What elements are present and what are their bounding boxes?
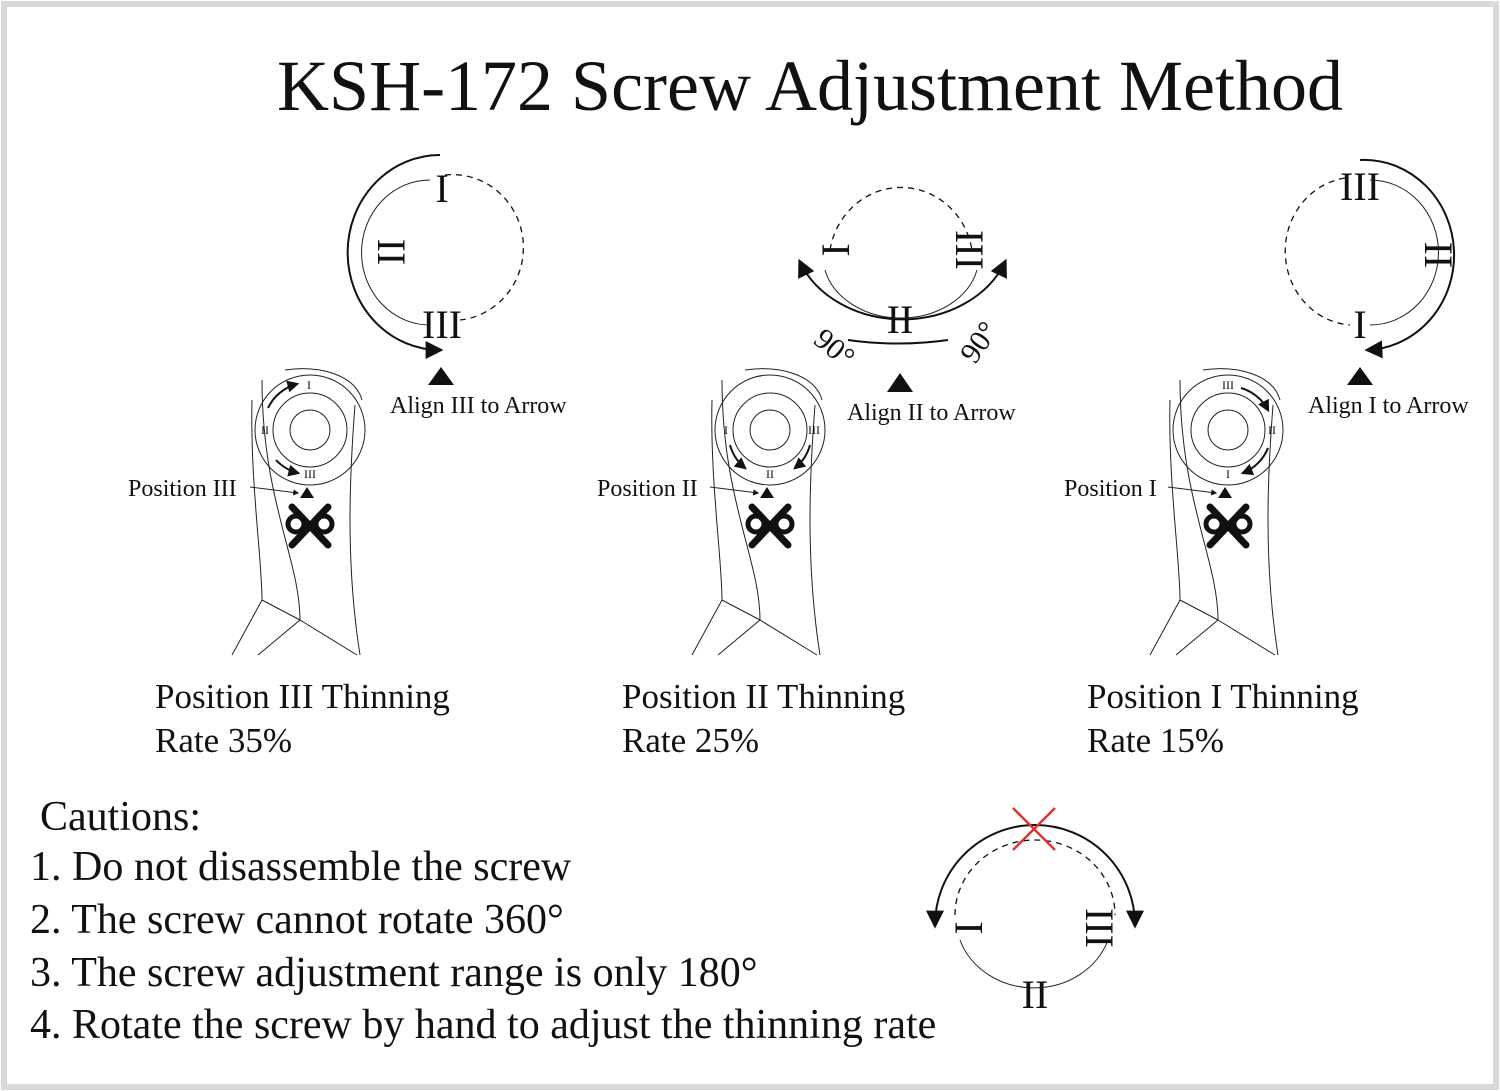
- position-label: Position III: [128, 476, 237, 502]
- caution-item: 1. Do not disassemble the screw: [30, 844, 572, 890]
- svg-text:I: I: [724, 423, 728, 437]
- svg-text:II: II: [1416, 242, 1461, 269]
- caution-item: 3. The screw adjustment range is only 18…: [30, 950, 758, 996]
- caution-item: 4. Rotate the screw by hand to adjust th…: [30, 1002, 936, 1048]
- svg-text:III: III: [304, 467, 316, 481]
- svg-text:I: I: [1226, 467, 1230, 481]
- svg-text:II: II: [261, 423, 269, 437]
- svg-text:II: II: [369, 239, 414, 266]
- panel-position-i: III II I Align I to Arrow III II I Posit…: [1064, 158, 1469, 760]
- svg-text:II: II: [1268, 423, 1276, 437]
- svg-text:II: II: [1022, 972, 1049, 1017]
- svg-text:I: I: [946, 921, 991, 934]
- svg-text:I: I: [1353, 302, 1366, 347]
- caution-item: 2. The screw cannot rotate 360°: [30, 897, 564, 943]
- position-label: Position I: [1064, 476, 1157, 502]
- align-label: Align I to Arrow: [1308, 393, 1469, 419]
- svg-text:III: III: [1222, 378, 1234, 392]
- scissors-tool-illustration: I II III: [232, 369, 365, 655]
- cautions: Cautions: 1. Do not disassemble the scre…: [30, 794, 936, 1048]
- caption-line1: Position III Thinning: [155, 677, 450, 716]
- svg-text:III: III: [947, 230, 992, 270]
- panel-position-iii: I II III Align III to Arrow I II III Pos…: [128, 154, 567, 760]
- svg-text:I: I: [813, 243, 858, 256]
- caption-line2: Rate 15%: [1087, 721, 1224, 760]
- scissors-tool-illustration: I II III: [692, 369, 825, 655]
- align-label: Align II to Arrow: [847, 400, 1016, 426]
- svg-text:II: II: [887, 297, 914, 342]
- caption-line2: Rate 35%: [155, 721, 292, 760]
- svg-text:III: III: [808, 423, 820, 437]
- svg-text:I: I: [307, 378, 311, 392]
- align-label: Align III to Arrow: [390, 393, 567, 419]
- dial-diagram: I II III: [346, 154, 524, 385]
- rotation-range-diagram: I II III: [926, 807, 1144, 1017]
- scissors-tool-illustration: III II I: [1150, 369, 1283, 655]
- svg-text:III: III: [422, 302, 462, 347]
- cautions-heading: Cautions:: [40, 794, 201, 840]
- caption-line2: Rate 25%: [622, 721, 759, 760]
- caption-line1: Position I Thinning: [1087, 677, 1359, 716]
- svg-text:I: I: [435, 166, 448, 211]
- svg-text:III: III: [1077, 908, 1122, 948]
- position-label: Position II: [597, 476, 698, 502]
- caption-line1: Position II Thinning: [622, 677, 905, 716]
- svg-text:II: II: [766, 467, 774, 481]
- page-title: KSH-172 Screw Adjustment Method: [277, 46, 1343, 126]
- svg-text:III: III: [1340, 164, 1380, 209]
- forbidden-x-icon: [1012, 807, 1056, 851]
- dial-diagram: III II I: [1284, 158, 1461, 385]
